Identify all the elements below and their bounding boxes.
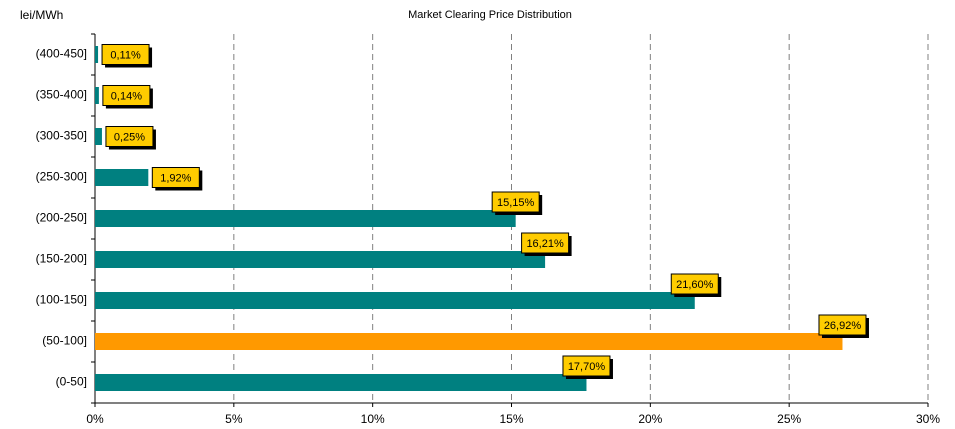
label-box xyxy=(102,85,151,106)
bar xyxy=(95,128,102,145)
y-tick-label: (150-200] xyxy=(36,252,87,266)
label-box xyxy=(521,232,570,254)
x-tick-label: 15% xyxy=(499,412,523,426)
y-tick-label: (300-350] xyxy=(36,129,87,143)
bar xyxy=(95,333,843,350)
y-tick-label: (100-150] xyxy=(36,293,87,307)
bar xyxy=(95,251,546,268)
bar xyxy=(95,87,99,104)
bar xyxy=(95,46,99,63)
y-axis-label: lei/MWh xyxy=(20,8,63,22)
chart-title: Market Clearing Price Distribution xyxy=(408,9,572,21)
value-label: 1,92% xyxy=(160,172,191,184)
label-box xyxy=(491,191,540,213)
x-tick-label: 10% xyxy=(361,412,385,426)
label-box xyxy=(562,355,611,377)
y-tick-label: (50-100] xyxy=(42,334,87,348)
value-label: 21,60% xyxy=(676,279,714,291)
bar xyxy=(95,292,695,309)
y-tick-label: (250-300] xyxy=(36,170,87,184)
label-box xyxy=(818,314,867,336)
label-box xyxy=(101,44,150,65)
x-tick-label: 25% xyxy=(777,412,801,426)
value-label: 17,70% xyxy=(568,361,606,373)
label-box xyxy=(105,126,154,147)
x-tick-label: 5% xyxy=(225,412,243,426)
y-tick-label: (200-250] xyxy=(36,211,87,225)
value-label: 15,15% xyxy=(497,197,535,209)
y-tick-label: (0-50] xyxy=(56,375,87,389)
value-label: 16,21% xyxy=(526,238,564,250)
label-box xyxy=(670,273,719,295)
x-tick-label: 30% xyxy=(916,412,940,426)
value-label: 0,25% xyxy=(114,131,145,143)
bar xyxy=(95,169,149,186)
x-tick-label: 20% xyxy=(638,412,662,426)
label-box xyxy=(151,167,200,188)
value-label: 0,11% xyxy=(110,49,141,61)
bar xyxy=(95,374,587,391)
value-label: 26,92% xyxy=(824,320,862,332)
bar xyxy=(95,210,516,227)
y-tick-label: (400-450] xyxy=(36,47,87,61)
y-tick-label: (350-400] xyxy=(36,88,87,102)
x-tick-label: 0% xyxy=(86,412,104,426)
value-label: 0,14% xyxy=(111,90,142,102)
